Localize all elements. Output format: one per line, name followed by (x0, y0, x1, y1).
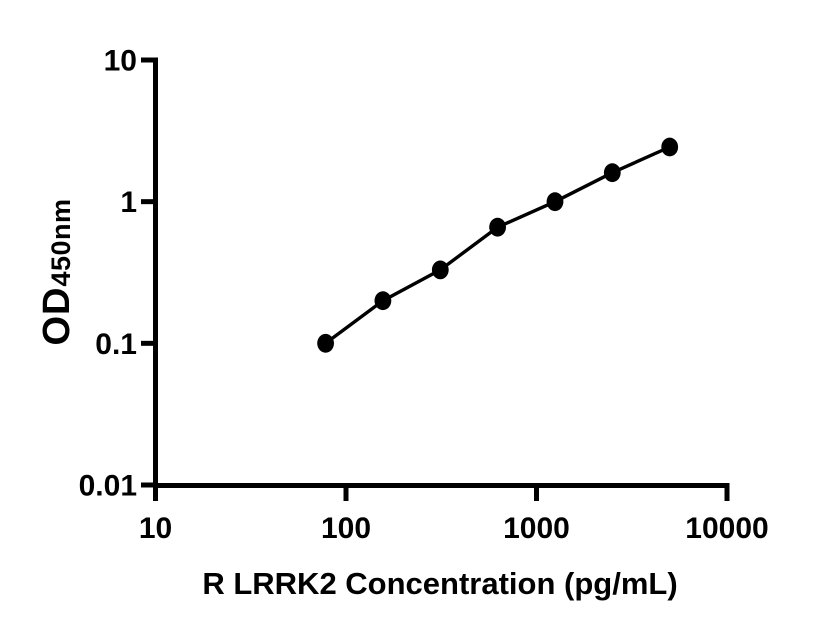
x-tick-label: 10000 (685, 512, 768, 545)
data-point-marker (603, 163, 621, 183)
y-tick-label: 10 (104, 44, 137, 77)
x-tick-label: 1000 (503, 512, 570, 545)
data-point-marker (546, 192, 564, 212)
y-axis-title: OD 450nm (36, 172, 80, 372)
x-axis-title: R LRRK2 Concentration (pg/mL) (202, 566, 678, 601)
tick-labels-group: 10 100 1000 10000 10 1 0.1 0.01 (79, 44, 769, 545)
y-tick-label: 0.1 (95, 328, 137, 361)
series-group (317, 137, 679, 353)
data-point-marker (317, 333, 334, 353)
y-tick-label: 0.01 (79, 470, 137, 503)
ticks-group (141, 57, 730, 501)
data-point-marker (489, 217, 506, 237)
y-axis-title-subscript: 450nm (46, 198, 76, 287)
y-axis-title-main: OD (36, 286, 78, 346)
axes-group (153, 57, 730, 501)
data-point-marker (431, 260, 449, 280)
y-tick-label: 1 (120, 186, 137, 219)
x-tick-label: 10 (139, 512, 172, 545)
x-tick-label: 100 (321, 512, 371, 545)
data-point-marker (374, 291, 392, 311)
data-point-marker (661, 137, 679, 157)
